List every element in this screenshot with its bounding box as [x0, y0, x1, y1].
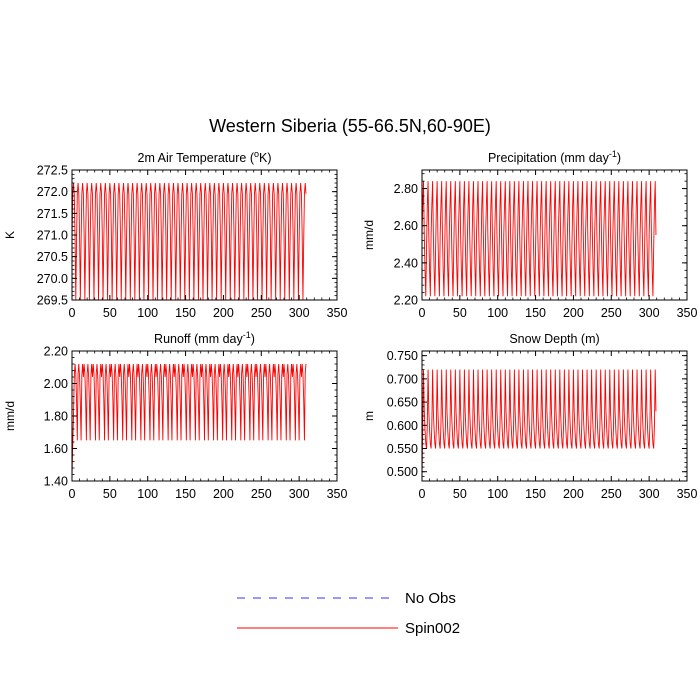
plot-frame	[421, 169, 688, 301]
chart-panel-2: Precipitation (mm day-1) mm/d 0 50 100 150 200…	[362, 149, 697, 320]
x-tick-label: 250	[251, 306, 272, 320]
x-tick-label: 200	[563, 306, 584, 320]
x-tick-label: 200	[213, 306, 234, 320]
series-line-spin002	[72, 182, 307, 300]
x-tick-label: 50	[103, 306, 117, 320]
series-line-spin002	[72, 363, 307, 478]
legend-label-no-obs: No Obs	[405, 590, 456, 607]
x-tick-label: 250	[601, 306, 622, 320]
legend-label-spin002: Spin002	[405, 620, 460, 637]
y-tick-label: 271.0	[37, 229, 68, 243]
y-tick-label: 0.650	[387, 396, 418, 410]
x-tick-label: 50	[453, 306, 467, 320]
y-tick-label: 1.60	[44, 442, 68, 456]
chart-panel-3: Runoff (mm day-1) mm/d 0 50 100 150 200 250 300 3…	[3, 330, 347, 501]
y-tick-label: 272.0	[37, 185, 68, 199]
x-tick-label: 0	[69, 306, 76, 320]
y-tick-label: 0.550	[387, 442, 418, 456]
y-tick-label: 2.20	[394, 294, 418, 308]
y-tick-label: 2.20	[44, 345, 68, 359]
x-tick-label: 250	[601, 487, 622, 501]
x-tick-label: 50	[103, 487, 117, 501]
x-tick-label: 150	[175, 306, 196, 320]
x-tick-label: 350	[327, 487, 348, 501]
x-tick-label: 150	[175, 487, 196, 501]
x-tick-label: 100	[137, 306, 158, 320]
y-axis-label: mm/d	[362, 220, 376, 250]
chart-panel-4: Snow Depth (m) m 0 50 100 150 200 250 300 350 0.50…	[362, 332, 697, 501]
panel-title: Precipitation (mm day-1)	[488, 149, 621, 165]
y-axis-label: m	[362, 411, 376, 421]
chart-panel-1: 2m Air Temperature (oK) K 0 50 100 150 200 250 3…	[3, 149, 347, 320]
y-tick-label: 271.5	[37, 207, 68, 221]
x-tick-label: 0	[419, 487, 426, 501]
y-tick-label: 1.80	[44, 410, 68, 424]
y-tick-label: 2.80	[394, 182, 418, 196]
x-tick-label: 200	[563, 487, 584, 501]
x-tick-label: 300	[639, 487, 660, 501]
figure-title: Western Siberia (55-66.5N,60-90E)	[209, 116, 491, 136]
x-tick-label: 300	[289, 306, 310, 320]
y-tick-label: 270.0	[37, 272, 68, 286]
x-tick-label: 350	[327, 306, 348, 320]
panel-title: Runoff (mm day-1)	[154, 330, 255, 346]
x-tick-label: 200	[213, 487, 234, 501]
y-axis-label: K	[3, 231, 17, 239]
y-tick-label: 2.00	[44, 377, 68, 391]
y-axis-label: mm/d	[3, 401, 17, 431]
y-tick-label: 0.700	[387, 372, 418, 386]
legend: No Obs Spin002	[237, 590, 460, 637]
series-line-spin002	[422, 369, 657, 481]
x-tick-label: 350	[677, 306, 698, 320]
panel-title: Snow Depth (m)	[509, 332, 599, 346]
y-tick-label: 0.750	[387, 349, 418, 363]
y-tick-label: 2.40	[394, 256, 418, 270]
x-tick-label: 100	[487, 306, 508, 320]
y-tick-label: 0.600	[387, 419, 418, 433]
y-tick-label: 1.40	[44, 475, 68, 489]
x-tick-label: 100	[137, 487, 158, 501]
x-tick-label: 300	[639, 306, 660, 320]
y-tick-label: 0.500	[387, 465, 418, 479]
y-tick-label: 2.60	[394, 219, 418, 233]
x-tick-label: 0	[419, 306, 426, 320]
panel-title: 2m Air Temperature (oK)	[138, 149, 272, 165]
series-line-spin002	[422, 181, 657, 297]
y-tick-label: 270.5	[37, 250, 68, 264]
x-tick-label: 50	[453, 487, 467, 501]
x-tick-label: 250	[251, 487, 272, 501]
x-tick-label: 350	[677, 487, 698, 501]
chart-panels: 2m Air Temperature (oK) K 0 50 100 150 200 250 3…	[3, 149, 697, 501]
y-tick-label: 269.5	[37, 294, 68, 308]
x-tick-label: 300	[289, 487, 310, 501]
y-tick-label: 272.5	[37, 164, 68, 178]
x-tick-label: 0	[69, 487, 76, 501]
x-tick-label: 100	[487, 487, 508, 501]
x-tick-label: 150	[525, 306, 546, 320]
x-tick-label: 150	[525, 487, 546, 501]
